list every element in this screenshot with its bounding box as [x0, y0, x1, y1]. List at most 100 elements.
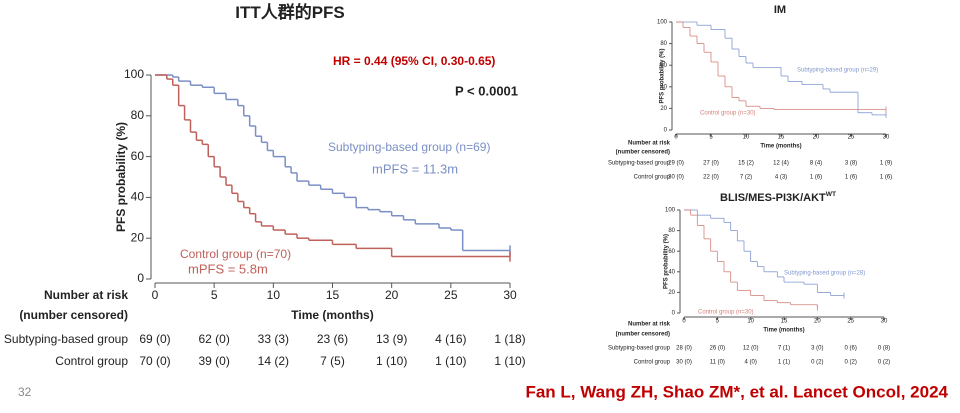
x-tick-label: 20 [813, 135, 820, 141]
y-axis-label: PFS probability (%) [660, 48, 666, 103]
risk-cell: 39 (0) [198, 354, 229, 368]
risk-cell: 1 (9) [880, 161, 892, 167]
risk-cell: 70 (0) [139, 354, 170, 368]
risk-cell: 30 (0) [676, 360, 692, 366]
series-label: Control group (n=70) [180, 247, 291, 261]
y-tick-label: 20 [668, 290, 675, 296]
risk-subtitle: (number censored) [616, 150, 670, 156]
annotation: mPFS = 11.3m [372, 161, 458, 176]
risk-row-label: Subtyping-based group [4, 332, 128, 346]
risk-title: Number at risk [628, 322, 671, 328]
risk-cell: 3 (8) [845, 161, 857, 167]
chart-title: BLIS/MES-PI3K/AKTWT [720, 191, 836, 204]
y-axis-label: PFS probability (%) [114, 122, 128, 232]
x-tick-label: 5 [716, 319, 720, 325]
x-tick-label: 25 [848, 135, 855, 141]
citation: Fan L, Wang ZH, Shao ZM*, et al. Lancet … [525, 382, 948, 401]
risk-cell: 33 (3) [258, 332, 289, 346]
chart-title: IM [774, 4, 786, 16]
risk-cell: 15 (2) [738, 161, 754, 167]
y-tick-label: 80 [668, 228, 675, 234]
risk-cell: 0 (2) [878, 360, 890, 366]
y-tick-label: 0 [672, 311, 676, 317]
annotation: mPFS = 5.8m [188, 261, 268, 276]
risk-cell: 1 (10) [435, 354, 466, 368]
title-text: IM [774, 4, 786, 16]
risk-cell: 30 (0) [668, 175, 684, 181]
y-tick-label: 20 [131, 230, 145, 244]
x-tick-label: 30 [881, 319, 888, 325]
y-tick-label: 100 [124, 67, 144, 81]
risk-cell: 0 (8) [878, 346, 890, 352]
x-tick-label: 20 [814, 319, 821, 325]
risk-cell: 1 (10) [376, 354, 407, 368]
risk-cell: 28 (0) [676, 346, 692, 352]
risk-cell: 22 (0) [703, 175, 719, 181]
risk-cell: 26 (0) [709, 346, 725, 352]
x-axis-label: Time (months) [291, 308, 373, 322]
risk-cell: 7 (5) [320, 354, 345, 368]
y-tick-label: 60 [660, 63, 667, 69]
risk-cell: 23 (6) [317, 332, 348, 346]
risk-cell: 0 (6) [844, 346, 856, 352]
risk-cell: 1 (18) [494, 332, 525, 346]
risk-cell: 29 (0) [668, 161, 684, 167]
risk-cell: 1 (6) [880, 175, 892, 181]
x-tick-label: 0 [152, 288, 159, 302]
x-tick-label: 10 [267, 288, 281, 302]
series-label: Subtyping-based group (n=69) [328, 140, 490, 154]
y-tick-label: 40 [131, 190, 145, 204]
x-tick-label: 0 [682, 319, 686, 325]
risk-cell: 8 (4) [810, 161, 822, 167]
annotation: HR = 0.44 (95% CI, 0.30-0.65) [333, 54, 495, 68]
x-axis-label: Time (months) [763, 328, 804, 334]
y-tick-label: 20 [660, 106, 667, 112]
title-superscript: WT [826, 191, 836, 198]
series-label: Subtyping-based group (n=28) [784, 271, 865, 277]
x-tick-label: 10 [747, 319, 754, 325]
y-tick-label: 60 [668, 249, 675, 255]
risk-cell: 0 (2) [844, 360, 856, 366]
risk-cell: 4 (0) [744, 360, 756, 366]
risk-cell: 3 (0) [811, 346, 823, 352]
risk-cell: 27 (0) [703, 161, 719, 167]
risk-cell: 69 (0) [139, 332, 170, 346]
risk-cell: 62 (0) [198, 332, 229, 346]
risk-cell: 12 (0) [743, 346, 759, 352]
x-tick-label: 30 [503, 288, 517, 302]
risk-cell: 1 (1) [778, 360, 790, 366]
y-tick-label: 60 [131, 149, 145, 163]
risk-cell: 1 (6) [845, 175, 857, 181]
risk-cell: 12 (4) [773, 161, 789, 167]
y-tick-label: 0 [664, 128, 668, 134]
x-tick-label: 25 [444, 288, 458, 302]
x-tick-label: 30 [883, 135, 890, 141]
chart-title: ITT人群的PFS [235, 2, 345, 22]
y-tick-label: 0 [137, 271, 144, 285]
x-tick-label: 15 [781, 319, 788, 325]
y-tick-label: 100 [657, 20, 668, 26]
y-tick-label: 80 [660, 41, 667, 47]
x-tick-label: 0 [674, 135, 678, 141]
risk-cell: 14 (2) [258, 354, 289, 368]
risk-row-label: Control group [55, 354, 128, 368]
risk-cell: 4 (3) [775, 175, 787, 181]
risk-cell: 4 (16) [435, 332, 466, 346]
y-tick-label: 40 [668, 269, 675, 275]
risk-row-label: Control group [634, 175, 671, 181]
series-label: Control group (n=30) [698, 310, 754, 316]
risk-cell: 11 (0) [710, 360, 725, 366]
risk-subtitle: (number censored) [616, 332, 670, 338]
x-tick-label: 15 [326, 288, 340, 302]
risk-row-label: Subtyping-based group [608, 346, 671, 352]
x-tick-label: 15 [778, 135, 785, 141]
risk-title: Number at risk [628, 141, 671, 147]
risk-row-label: Control group [634, 360, 671, 366]
risk-cell: 1 (6) [810, 175, 822, 181]
risk-cell: 13 (9) [376, 332, 407, 346]
x-tick-label: 5 [709, 135, 713, 141]
y-axis-label: PFS probability (%) [664, 234, 670, 289]
title-text: ITT人群的PFS [235, 2, 345, 22]
